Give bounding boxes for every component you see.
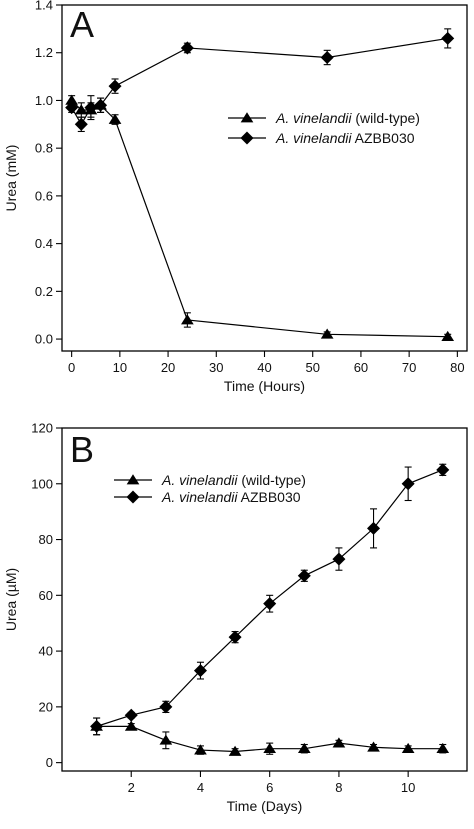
data-point-diamond [108,79,122,93]
data-point-diamond [180,41,194,55]
legend-label: A. vinelandii AZBB030 [275,130,415,146]
data-point-triangle [263,742,277,754]
data-point-triangle [332,737,346,748]
y-axis-title: Urea (mM) [3,145,19,212]
series-diamond [65,28,455,133]
x-tick-label: 30 [209,360,223,375]
data-point-diamond [65,101,79,115]
y-tick-label: 100 [31,476,53,491]
legend-entry: A. vinelandii (wild-type) [228,110,420,126]
x-tick-label: 0 [68,360,75,375]
data-point-diamond [228,630,242,644]
data-point-diamond [90,719,104,733]
data-point-triangle [124,720,138,731]
legend-entry: A. vinelandii AZBB030 [114,489,301,505]
data-point-triangle [441,330,455,342]
legend-label-strain: AZBB030 [238,489,301,505]
x-tick-label: 60 [354,360,368,375]
legend-label-strain: (wild-type) [238,472,306,488]
y-tick-label: 80 [39,532,53,547]
x-tick-label: 10 [113,360,127,375]
x-tick-label: 4 [197,780,204,795]
legend-label-strain: (wild-type) [352,110,420,126]
data-point-triangle [74,104,88,115]
x-tick-label: 50 [305,360,319,375]
data-point-triangle [401,742,415,754]
data-point-triangle [228,745,242,756]
series-diamond [90,463,450,736]
legend-marker-triangle [126,474,140,485]
y-tick-label: 0 [46,755,53,770]
x-tick-label: 10 [401,780,415,795]
legend-label: A. vinelandii (wild-type) [275,110,420,126]
legend-label-species: A. vinelandii [275,130,352,146]
x-axis-title: Time (Hours) [224,378,305,394]
x-tick-label: 6 [266,780,273,795]
data-point-diamond [297,569,311,583]
data-point-triangle [194,744,207,755]
legend-entry: A. vinelandii AZBB030 [228,130,415,146]
data-point-diamond [436,463,450,477]
legend-entry: A. vinelandii (wild-type) [114,472,306,488]
y-tick-label: 1.0 [35,93,53,108]
x-tick-label: 2 [128,780,135,795]
x-tick-label: 70 [402,360,416,375]
y-tick-label: 1.2 [35,45,53,60]
y-tick-label: 40 [39,644,53,659]
data-point-diamond [367,521,381,535]
legend-label: A. vinelandii AZBB030 [161,489,301,505]
y-tick-label: 0.4 [35,236,53,251]
data-point-triangle [108,113,122,124]
data-point-triangle [436,742,450,754]
x-tick-label: 80 [450,360,464,375]
y-tick-label: 20 [39,699,53,714]
panel-letter: B [70,429,94,470]
legend-marker-triangle [240,112,254,123]
data-point-triangle [320,328,334,339]
data-point-diamond [124,708,138,722]
legend-label-species: A. vinelandii [275,110,352,126]
data-point-diamond [94,98,108,112]
plot-frame [61,427,468,772]
data-point-diamond [263,597,277,611]
y-tick-label: 0.8 [35,141,53,156]
data-point-diamond [401,477,415,491]
y-tick-label: 0.6 [35,188,53,203]
x-tick-label: 20 [161,360,175,375]
y-tick-label: 60 [39,588,53,603]
legend-label-strain: AZBB030 [352,130,415,146]
x-axis-title: Time (Days) [227,798,303,814]
data-point-triangle [367,741,380,752]
x-tick-label: 8 [335,780,342,795]
data-point-diamond [320,50,334,65]
panel-letter: A [70,4,94,45]
y-tick-label: 120 [31,421,53,436]
data-point-diamond [332,552,346,566]
data-point-triangle [159,734,173,745]
legend-marker-diamond [240,131,254,145]
series-triangle [90,717,450,756]
x-tick-label: 40 [257,360,271,375]
y-tick-label: 0.0 [35,332,53,347]
data-point-diamond [74,117,88,131]
data-point-triangle [181,314,194,325]
legend-label-species: A. vinelandii [161,472,238,488]
y-axis-title: Urea (µM) [3,568,19,631]
data-point-diamond [159,700,173,714]
panel-a: 0 10 20 30 40 50 60 70 80 0.0 0.2 0.4 0.6 0.8 1.0 1.2 1.… [3,0,468,394]
legend-label-species: A. vinelandii [161,489,238,505]
legend-marker-diamond [126,490,140,504]
legend-label: A. vinelandii (wild-type) [161,472,306,488]
y-tick-label: 1.4 [35,0,53,13]
plot-frame [61,4,468,352]
data-point-diamond [193,664,207,678]
data-point-diamond [441,31,455,45]
data-point-triangle [297,742,311,754]
y-tick-label: 0.2 [35,284,53,299]
